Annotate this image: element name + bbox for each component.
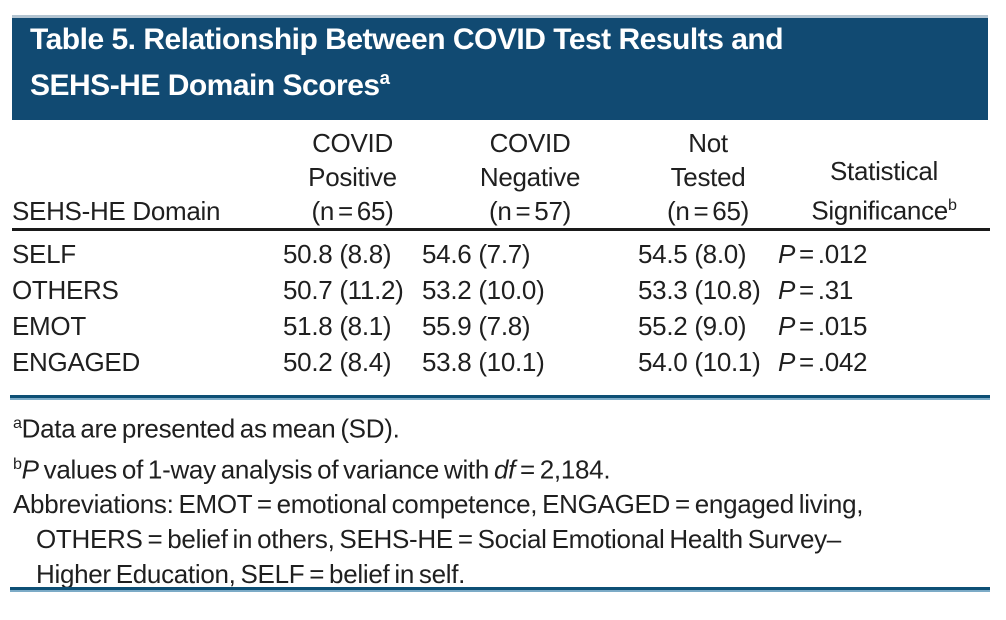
not-tested-cell: 53.3 (10.8) <box>638 275 761 305</box>
footnote-a: aData are presented as mean (SD). <box>13 413 400 444</box>
abbreviations-line-3: Higher Education, SELF = belief in self. <box>36 559 466 590</box>
covid-positive-cell: 50.7 (11.2) <box>283 275 404 305</box>
column-header-covid-negative: COVID Negative (n = 57) <box>422 126 638 231</box>
table-bottom-rule <box>10 395 990 400</box>
domain-cell: ENGAGED <box>12 347 140 377</box>
table-row-self: SELF 50.8 (8.8) 54.6 (7.7) 54.5 (8.0) P … <box>12 230 990 273</box>
significance-cell: P = .31 <box>778 275 854 305</box>
footnote-a-marker: a <box>13 414 22 432</box>
covid-negative-cell: 54.6 (7.7) <box>422 239 531 269</box>
data-table: SEHS-HE Domain COVID Positive (n = 65) C… <box>12 126 990 380</box>
not-tested-cell: 54.0 (10.1) <box>638 347 761 377</box>
column-header-covid-positive: COVID Positive (n = 65) <box>283 126 422 231</box>
table-header: SEHS-HE Domain COVID Positive (n = 65) C… <box>12 126 990 231</box>
table-row-engaged: ENGAGED 50.2 (8.4) 53.8 (10.1) 54.0 (10.… <box>12 344 990 380</box>
footnote-b-marker: b <box>13 454 22 473</box>
table-title-line-1: Table 5. Relationship Between COVID Test… <box>30 23 784 56</box>
significance-cell: P = .015 <box>778 311 868 341</box>
abbreviations-line-1: Abbreviations: EMOT = emotional competen… <box>13 489 864 520</box>
abbreviations-line-2: OTHERS = belief in others, SEHS-HE = Soc… <box>36 524 841 555</box>
domain-cell: EMOT <box>12 311 86 341</box>
covid-positive-cell: 50.8 (8.8) <box>283 239 392 269</box>
significance-cell: P = .012 <box>778 239 868 269</box>
not-tested-cell: 55.2 (9.0) <box>638 311 747 341</box>
figure-bottom-rule <box>10 587 990 592</box>
table-row-emot: EMOT 51.8 (8.1) 55.9 (7.8) 55.2 (9.0) P … <box>12 308 990 344</box>
header-footnote-marker: b <box>947 196 957 215</box>
column-header-not-tested: Not Tested (n = 65) <box>638 126 778 231</box>
header-row: SEHS-HE Domain COVID Positive (n = 65) C… <box>12 126 990 231</box>
covid-negative-cell: 53.2 (10.0) <box>422 275 545 305</box>
footnotes: aData are presented as mean (SD). bP val… <box>13 406 993 592</box>
domain-cell: SELF <box>12 239 76 269</box>
covid-negative-cell: 53.8 (10.1) <box>422 347 545 377</box>
covid-positive-cell: 50.2 (8.4) <box>283 347 392 377</box>
column-header-domain: SEHS-HE Domain <box>12 126 283 231</box>
domain-cell: OTHERS <box>12 275 119 305</box>
covid-positive-cell: 51.8 (8.1) <box>283 311 392 341</box>
column-header-statistical-significance: Statistical Significanceb <box>778 126 990 231</box>
table-body: SELF 50.8 (8.8) 54.6 (7.7) 54.5 (8.0) P … <box>12 230 990 381</box>
not-tested-cell: 54.5 (8.0) <box>638 239 747 269</box>
significance-cell: P = .042 <box>778 347 868 377</box>
table-title-band: Table 5. Relationship Between COVID Test… <box>12 15 988 120</box>
title-footnote-marker: a <box>379 67 390 88</box>
table-row-others: OTHERS 50.7 (11.2) 53.2 (10.0) 53.3 (10.… <box>12 272 990 308</box>
table-title-line-2: SEHS-HE Domain Scoresa <box>30 67 390 102</box>
table-title: Table 5. Relationship Between COVID Test… <box>30 21 976 105</box>
footnote-b: bP values of 1-way analysis of variance … <box>13 454 611 485</box>
covid-negative-cell: 55.9 (7.8) <box>422 311 531 341</box>
